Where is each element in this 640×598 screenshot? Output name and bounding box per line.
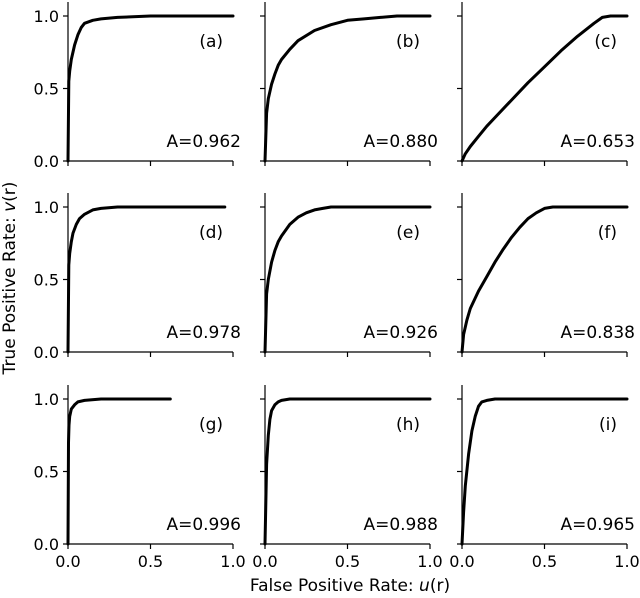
x-tick-label: 1.0	[614, 552, 639, 571]
y-axis-label: True Positive Rate: v(r)	[0, 182, 20, 376]
auc-label-g: A=0.996	[166, 515, 241, 535]
y-tick-label: 0.5	[34, 80, 59, 99]
y-tick-label: 1.0	[34, 198, 59, 217]
roc-curve-b	[263, 14, 432, 163]
panel-tag-h: (h)	[396, 415, 420, 435]
y-tick-label: 0.0	[34, 535, 59, 554]
panel-d: 0.0 0.5 1.0 (d) A=0.978	[34, 193, 241, 362]
x-axis-label: False Positive Rate: u(r)	[250, 576, 450, 596]
panel-g: 0.0 0.5 1.0 0.0 0.5 1.0 (g) A=0.996	[34, 385, 246, 571]
roc-curve-g	[66, 397, 172, 546]
auc-label-i: A=0.965	[560, 515, 635, 535]
x-tick-label: 0.5	[138, 552, 163, 571]
panel-tag-e: (e)	[396, 223, 420, 243]
panel-tag-g: (g)	[199, 415, 223, 435]
y-tick-label: 0.0	[34, 343, 59, 362]
auc-label-h: A=0.988	[363, 515, 438, 535]
y-tick-label: 0.0	[34, 152, 59, 171]
auc-label-d: A=0.978	[166, 323, 241, 343]
panel-e: (e) A=0.926	[260, 193, 438, 357]
x-tick-label: 0.0	[252, 552, 277, 571]
panel-tag-i: (i)	[599, 415, 617, 435]
x-tick-label: 0.0	[449, 552, 474, 571]
panel-i: 0.0 0.5 1.0 (i) A=0.965	[449, 385, 640, 571]
auc-label-b: A=0.880	[363, 132, 438, 152]
y-tick-label: 0.5	[34, 463, 59, 482]
panel-tag-d: (d)	[199, 223, 223, 243]
x-tick-label: 0.5	[335, 552, 360, 571]
roc-curve-f	[460, 205, 629, 354]
roc-curve-c	[460, 14, 629, 163]
x-tick-label: 1.0	[417, 552, 442, 571]
auc-label-a: A=0.962	[166, 132, 241, 152]
panel-tag-b: (b)	[396, 32, 420, 52]
panel-tag-c: (c)	[594, 32, 617, 52]
roc-curve-d	[66, 205, 227, 354]
y-tick-label: 1.0	[34, 390, 59, 409]
y-tick-label: 1.0	[34, 7, 59, 26]
panel-h: 0.0 0.5 1.0 (h) A=0.988	[252, 385, 443, 571]
panel-tag-a: (a)	[199, 32, 223, 52]
panel-tag-f: (f)	[598, 223, 617, 243]
panel-f: (f) A=0.838	[457, 193, 635, 357]
roc-curve-i	[460, 397, 629, 546]
panel-a: 0.0 0.5 1.0 (a) A=0.962	[34, 2, 241, 171]
roc-curve-e	[263, 205, 432, 354]
roc-curve-h	[263, 397, 432, 546]
y-tick-label: 0.5	[34, 271, 59, 290]
auc-label-f: A=0.838	[560, 323, 635, 343]
x-tick-label: 0.0	[55, 552, 80, 571]
panel-c: (c) A=0.653	[457, 2, 635, 166]
panel-b: (b) A=0.880	[260, 2, 438, 166]
x-tick-label: 1.0	[220, 552, 245, 571]
panels-group: 0.0 0.5 1.0 (a) A=0.962 (b) A=0.880 (c) A=0.653 0…	[34, 2, 640, 571]
roc-curve-a	[66, 14, 235, 163]
x-tick-label: 0.5	[532, 552, 557, 571]
auc-label-e: A=0.926	[363, 323, 438, 343]
auc-label-c: A=0.653	[560, 132, 635, 152]
